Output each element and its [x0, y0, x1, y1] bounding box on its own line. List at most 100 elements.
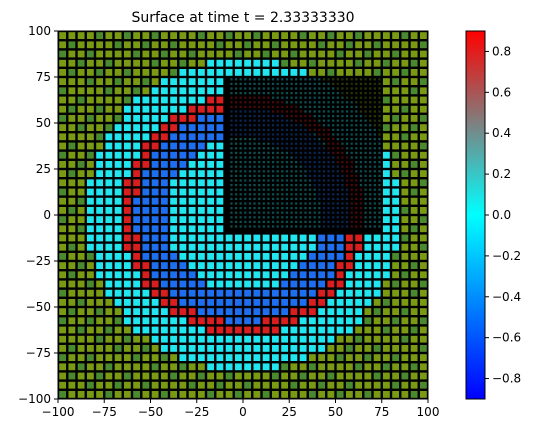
heatmap-cell	[68, 225, 76, 233]
heatmap-cell-fine	[327, 156, 330, 159]
heatmap-cell	[133, 170, 141, 177]
heatmap-cell	[271, 391, 279, 398]
heatmap-cell	[105, 271, 113, 279]
heatmap-cell-fine	[304, 147, 307, 150]
heatmap-cell-fine	[230, 225, 233, 228]
heatmap-cell-fine	[359, 211, 363, 214]
heatmap-cell-fine	[350, 82, 353, 85]
heatmap-cell	[392, 50, 400, 58]
heatmap-cell-fine	[336, 142, 339, 145]
heatmap-cell	[86, 243, 94, 251]
heatmap-cell-fine	[345, 179, 349, 182]
heatmap-cell	[308, 253, 316, 260]
heatmap-cell	[299, 280, 307, 288]
heatmap-cell-fine	[350, 115, 353, 118]
heatmap-cell	[86, 262, 94, 269]
heatmap-cell	[86, 363, 94, 371]
heatmap-cell-fine	[285, 82, 289, 85]
y-tick-label: −100	[18, 392, 51, 406]
heatmap-cell-fine	[304, 202, 307, 205]
heatmap-cell-fine	[308, 211, 312, 214]
heatmap-cell-fine	[290, 128, 293, 131]
heatmap-cell-fine	[244, 216, 247, 219]
heatmap-cell	[234, 59, 242, 67]
heatmap-cell	[419, 96, 427, 104]
heatmap-cell	[188, 271, 196, 279]
heatmap-cell	[197, 280, 205, 288]
heatmap-cell-fine	[230, 174, 233, 177]
heatmap-cell	[105, 354, 113, 361]
heatmap-cell	[96, 78, 104, 85]
heatmap-cell	[271, 69, 279, 76]
heatmap-cell-fine	[234, 101, 238, 104]
heatmap-cell-fine	[230, 216, 233, 219]
heatmap-cell-fine	[299, 211, 302, 214]
heatmap-cell-fine	[332, 184, 335, 187]
heatmap-cell	[86, 299, 94, 306]
heatmap-cell	[207, 253, 215, 260]
heatmap-cell	[133, 354, 141, 361]
heatmap-cell-fine	[281, 170, 284, 173]
heatmap-cell	[401, 161, 409, 168]
heatmap-cell	[410, 372, 418, 380]
heatmap-cell-fine	[239, 82, 242, 85]
heatmap-cell	[271, 32, 279, 39]
heatmap-cell	[207, 326, 215, 334]
heatmap-cell	[327, 317, 335, 325]
heatmap-cell	[59, 253, 67, 260]
heatmap-cell-fine	[248, 151, 252, 154]
heatmap-cell	[281, 253, 289, 260]
heatmap-cell-fine	[295, 207, 298, 210]
heatmap-cell	[281, 391, 289, 398]
heatmap-cell-fine	[350, 151, 353, 154]
heatmap-cell-fine	[332, 142, 335, 145]
heatmap-cell-fine	[359, 197, 363, 200]
colorbar-tick-label: 0.4	[492, 126, 511, 140]
heatmap-cell	[86, 381, 94, 389]
heatmap-cell	[327, 391, 335, 398]
heatmap-cell	[419, 317, 427, 325]
heatmap-cell-fine	[253, 101, 256, 104]
heatmap-cell-fine	[341, 151, 344, 154]
heatmap-cell-fine	[364, 156, 367, 159]
heatmap-cell-fine	[258, 165, 261, 168]
heatmap-cell	[114, 317, 122, 325]
heatmap-cell-fine	[262, 147, 265, 150]
heatmap-cell-fine	[369, 188, 372, 191]
heatmap-cell	[392, 335, 400, 343]
heatmap-cell-fine	[244, 133, 247, 136]
heatmap-cell	[160, 289, 168, 297]
heatmap-cell-fine	[271, 216, 275, 219]
heatmap-cell	[290, 391, 298, 398]
heatmap-cell	[197, 299, 205, 306]
heatmap-cell-fine	[271, 101, 275, 104]
heatmap-cell-fine	[234, 156, 238, 159]
heatmap-cell-fine	[369, 124, 372, 127]
heatmap-cell-fine	[327, 184, 330, 187]
heatmap-cell	[336, 50, 344, 58]
heatmap-cell-fine	[271, 133, 275, 136]
heatmap-cell	[170, 234, 178, 242]
heatmap-cell	[216, 326, 224, 334]
heatmap-cell-fine	[304, 207, 307, 210]
heatmap-cell-fine	[290, 142, 293, 145]
heatmap-cell-fine	[359, 220, 363, 223]
heatmap-cell-fine	[336, 87, 339, 90]
heatmap-cell	[179, 271, 187, 279]
heatmap-cell	[170, 170, 178, 177]
heatmap-cell-fine	[234, 147, 238, 150]
heatmap-cell-fine	[359, 165, 363, 168]
heatmap-cell-fine	[253, 202, 256, 205]
heatmap-cell	[336, 381, 344, 389]
heatmap-cell	[234, 234, 242, 242]
heatmap-cell-fine	[313, 184, 316, 187]
heatmap-cell	[123, 280, 131, 288]
heatmap-cell	[290, 317, 298, 325]
heatmap-cell-fine	[341, 138, 344, 141]
heatmap-cell-fine	[285, 92, 289, 95]
heatmap-cell-fine	[239, 179, 242, 182]
heatmap-cell-fine	[308, 128, 312, 131]
heatmap-cell-fine	[248, 147, 252, 150]
heatmap-cell-fine	[290, 170, 293, 173]
heatmap-cell-fine	[378, 87, 381, 90]
